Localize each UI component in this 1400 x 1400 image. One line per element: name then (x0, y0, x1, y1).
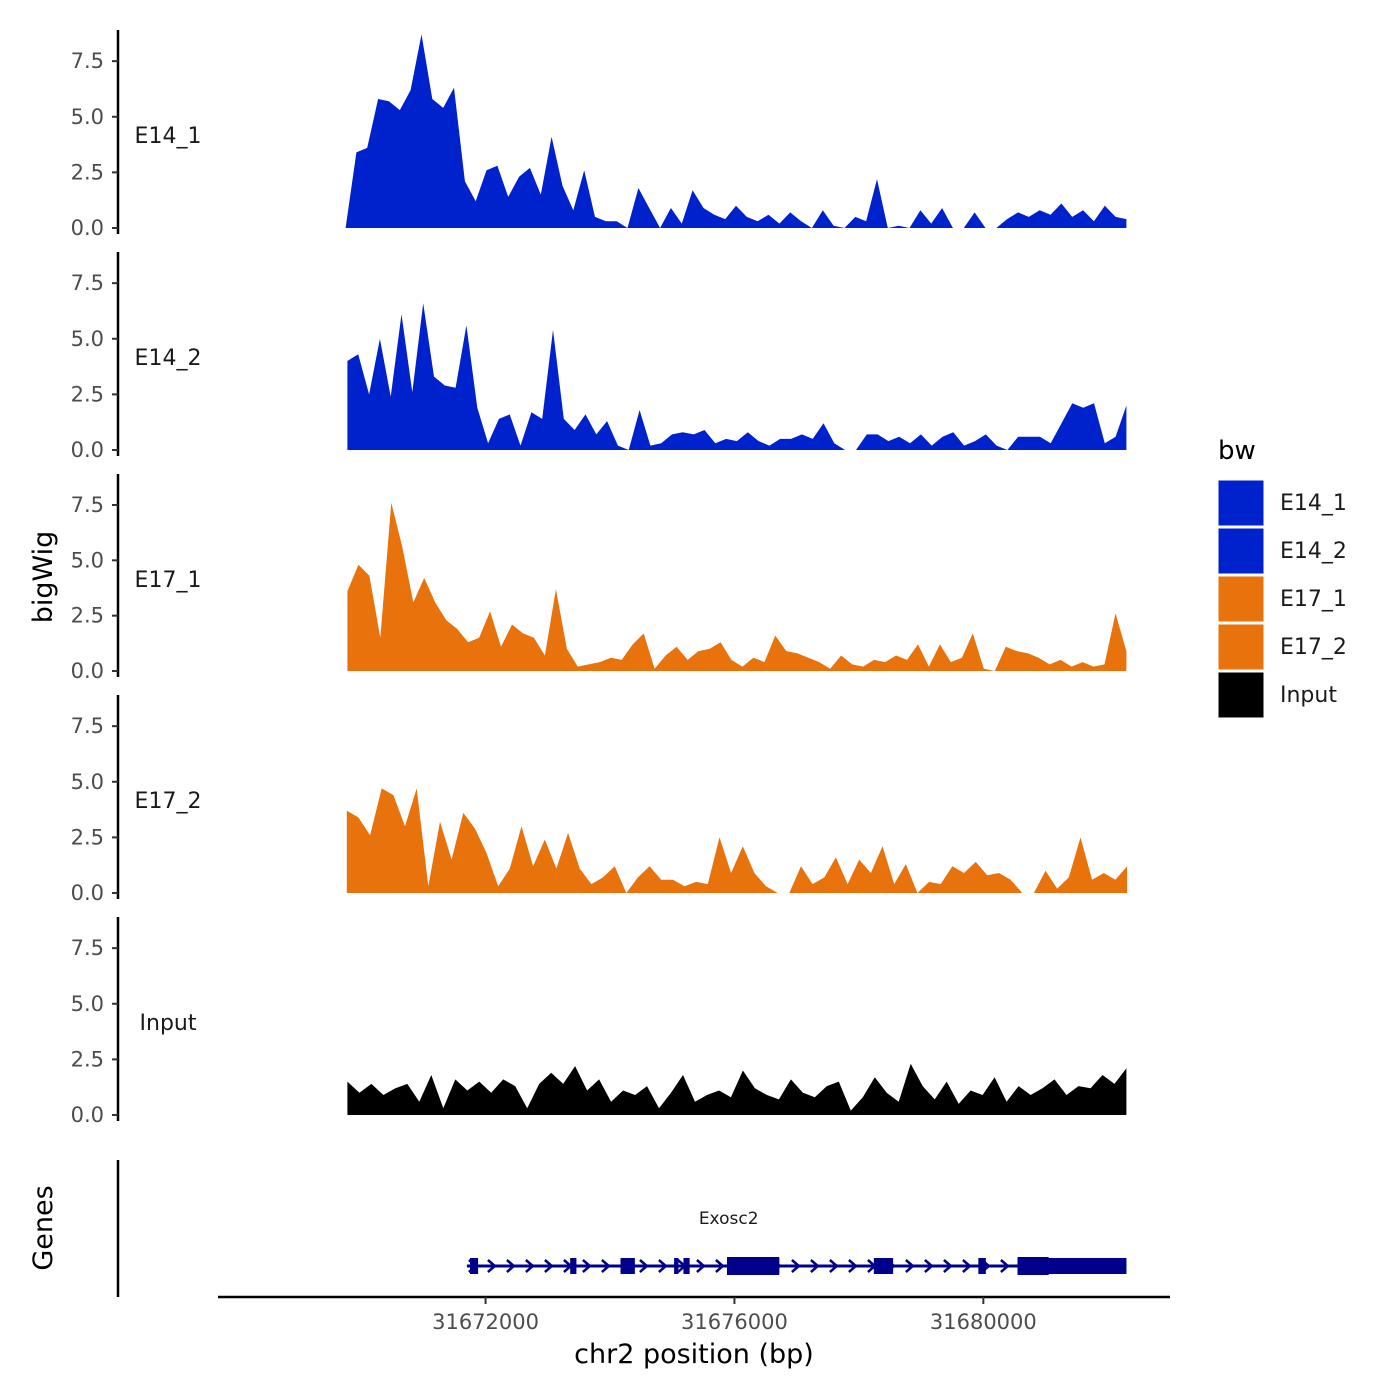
area-E14_1 (345, 34, 1127, 229)
genes-axis-title: Genes (28, 1185, 59, 1270)
y-tick-label: 7.5 (71, 271, 104, 295)
y-tick-label: 2.5 (71, 1047, 104, 1071)
legend: bw E14_1 E14_2 E17_1 E17_2 Input (1217, 436, 1347, 719)
strand-arrow (943, 1259, 953, 1273)
legend-item-E14_2: E14_2 (1217, 527, 1347, 575)
track-E14_1: 0.0 2.5 5.0 7.5 E14_1 (71, 30, 1127, 240)
legend-key (1217, 527, 1265, 575)
y-tick-label: 7.5 (71, 49, 104, 73)
exon-thick (726, 1257, 780, 1275)
legend-title: bw (1218, 436, 1256, 466)
area-E17_1 (347, 502, 1127, 671)
exon (683, 1258, 690, 1274)
genes-panel: Exosc2 (116, 1160, 1127, 1297)
exon (470, 1258, 479, 1274)
strand-arrow (696, 1259, 706, 1273)
y-tick-label: 0.0 (71, 881, 104, 905)
y-tick-label: 0.0 (71, 216, 104, 240)
strand-arrow (829, 1259, 839, 1273)
exon (674, 1258, 679, 1274)
strand-arrow (791, 1259, 801, 1273)
legend-label: E14_2 (1280, 539, 1347, 564)
strand-arrow (544, 1259, 554, 1273)
strand-arrow (639, 1259, 649, 1273)
track-label-E17_1: E17_1 (135, 568, 202, 593)
y-tick-label: 2.5 (71, 382, 104, 406)
y-tick-label: 5.0 (71, 992, 104, 1016)
y-tick-label: 7.5 (71, 493, 104, 517)
track-E17_2: 0.0 2.5 5.0 7.5 E17_2 (71, 695, 1128, 905)
strand-arrow (582, 1259, 592, 1273)
legend-item-E17_1: E17_1 (1217, 575, 1347, 623)
track-label-E17_2: E17_2 (135, 789, 202, 814)
y-tick-label: 5.0 (71, 548, 104, 572)
legend-key (1217, 479, 1265, 527)
y-tick-label: 5.0 (71, 770, 104, 794)
legend-key (1217, 575, 1265, 623)
area-E14_2 (347, 303, 1127, 450)
strand-arrow (848, 1259, 858, 1273)
y-tick-label: 7.5 (71, 936, 104, 960)
y-tick-label: 5.0 (71, 105, 104, 129)
legend-label: Input (1280, 683, 1337, 708)
legend-label: E14_1 (1280, 491, 1347, 516)
x-axis-title: chr2 position (bp) (574, 1339, 814, 1370)
legend-label: E17_2 (1280, 635, 1347, 660)
strand-arrow (810, 1259, 820, 1273)
x-axis: 31672000 31676000 31680000 (218, 1295, 1170, 1334)
track-label-E14_2: E14_2 (135, 346, 202, 371)
exon (873, 1258, 894, 1274)
strand-arrow (601, 1259, 611, 1273)
strand-arrow (962, 1259, 972, 1273)
track-label-Input: Input (140, 1011, 197, 1036)
exon-thick (1017, 1257, 1049, 1275)
legend-item-E14_1: E14_1 (1217, 479, 1347, 527)
signal-tracks: 0.0 2.5 5.0 7.5 E14_1 0.0 2.5 5.0 7.5 E14_2 0.0 2.5… (71, 30, 1128, 1127)
strand-arrow (487, 1259, 497, 1273)
track-E17_1: 0.0 2.5 5.0 7.5 E17_1 (71, 474, 1127, 683)
strand-arrow (905, 1259, 915, 1273)
gene-Exosc2: Exosc2 (466, 1209, 1127, 1275)
y-tick-label: 0.0 (71, 1103, 104, 1127)
exon (620, 1258, 635, 1274)
y-tick-label: 0.0 (71, 438, 104, 462)
area-E17_2 (346, 788, 1128, 893)
exon (978, 1258, 986, 1274)
y-tick-label: 2.5 (71, 160, 104, 184)
x-tick-label: 31680000 (930, 1310, 1037, 1334)
strand-arrow (924, 1259, 934, 1273)
legend-item-Input: Input (1217, 671, 1337, 719)
y-tick-label: 5.0 (71, 327, 104, 351)
legend-item-E17_2: E17_2 (1217, 623, 1347, 671)
strand-arrow (525, 1259, 535, 1273)
strand-arrow (506, 1259, 516, 1273)
gene-name: Exosc2 (699, 1209, 759, 1229)
y-axis-title: bigWig (28, 531, 59, 624)
y-tick-label: 2.5 (71, 825, 104, 849)
track-E14_2: 0.0 2.5 5.0 7.5 E14_2 (71, 252, 1127, 462)
x-tick-label: 31672000 (432, 1310, 539, 1334)
exon (570, 1258, 577, 1274)
track-label-E14_1: E14_1 (135, 124, 202, 149)
strand-arrow (658, 1259, 668, 1273)
legend-key (1217, 671, 1265, 719)
x-tick-label: 31676000 (681, 1310, 788, 1334)
strand-arrow (715, 1259, 725, 1273)
area-Input (347, 1063, 1127, 1115)
legend-key (1217, 623, 1265, 671)
y-tick-label: 0.0 (71, 659, 104, 683)
track-Input: 0.0 2.5 5.0 7.5 Input (71, 917, 1127, 1127)
legend-label: E17_1 (1280, 587, 1347, 612)
y-tick-label: 2.5 (71, 604, 104, 628)
strand-arrow (1000, 1259, 1010, 1273)
y-tick-label: 7.5 (71, 714, 104, 738)
